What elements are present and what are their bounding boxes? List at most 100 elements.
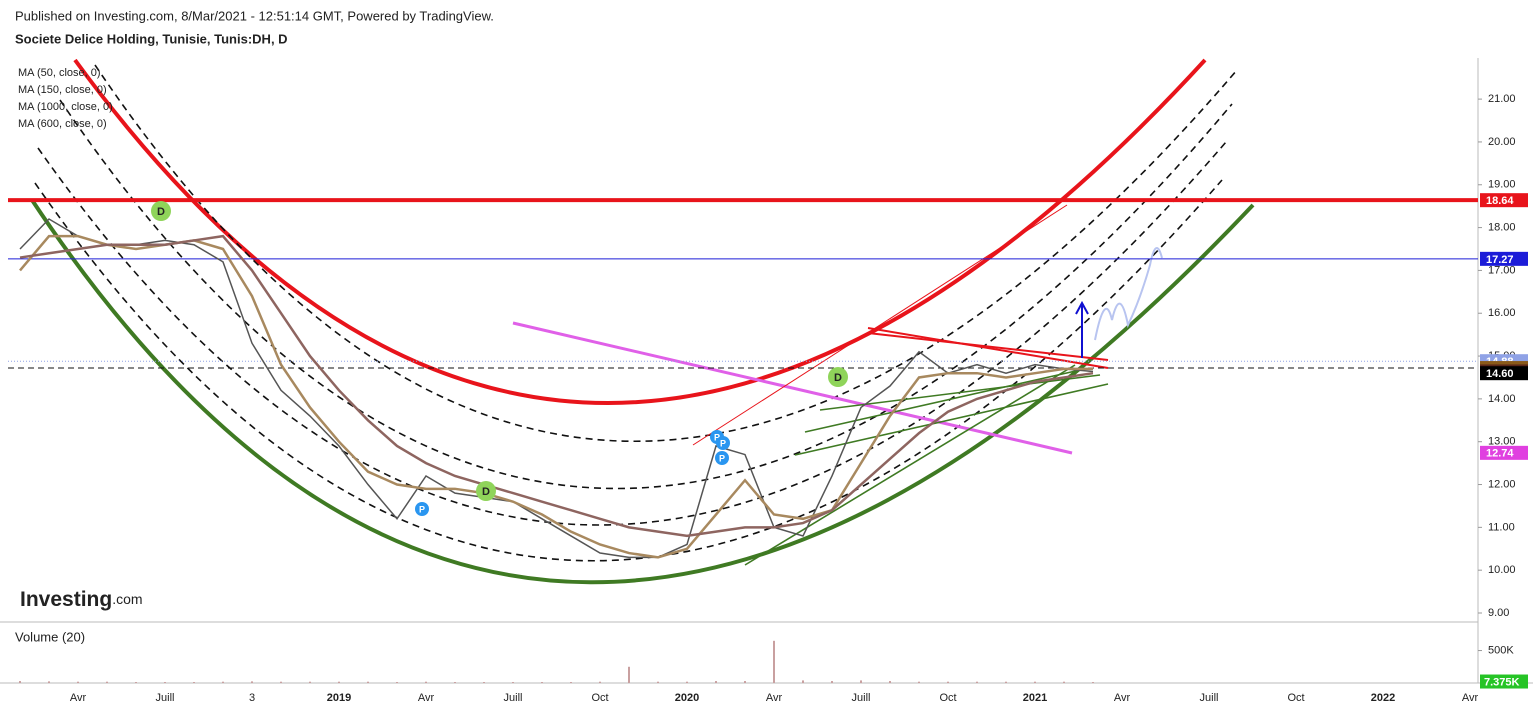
volume-bar: [251, 681, 253, 683]
event-marker-label: D: [482, 486, 490, 498]
volume-bar: [773, 640, 775, 683]
volume-bar: [570, 682, 572, 683]
trend-line: [744, 364, 1076, 566]
trend-line: [819, 374, 1101, 411]
x-tick-label: Avr: [766, 692, 783, 704]
volume-last-box: [1480, 674, 1528, 689]
y-tick-label: 12.00: [1488, 478, 1516, 490]
price-label: 12.74: [1486, 448, 1514, 460]
logo-text: Investing.com: [20, 588, 143, 611]
volume-bar: [1034, 681, 1036, 683]
dashed-arc: [59, 99, 1233, 490]
ma-line: [19, 234, 1094, 538]
event-marker-label: D: [157, 206, 165, 218]
price-label-box: [1480, 445, 1528, 460]
event-marker: [415, 502, 429, 516]
x-tick-label: 2019: [327, 692, 351, 704]
volume-bar: [512, 682, 514, 683]
x-tick-label: Juill: [1200, 692, 1219, 704]
trend-line: [804, 369, 1081, 433]
subtitle: Published on Investing.com, 8/Mar/2021 -…: [15, 8, 494, 23]
volume-bar: [483, 682, 485, 683]
volume-bar: [19, 681, 21, 683]
drawings: [30, 58, 1255, 585]
x-tick-label: Avr: [1114, 692, 1131, 704]
y-tick-label: 13.00: [1488, 436, 1516, 448]
volume-bar: [918, 681, 920, 683]
price-label: 14.60: [1486, 368, 1514, 380]
volume-bar: [744, 681, 746, 683]
volume-bar: [1005, 681, 1007, 683]
volume-bar: [599, 681, 601, 683]
y-tick-label: 21.00: [1488, 93, 1516, 105]
legend-entry: MA (150, close, 0): [18, 84, 107, 96]
x-tick-label: 2021: [1023, 692, 1047, 704]
title: Societe Delice Holding, Tunisie, Tunis:D…: [15, 31, 288, 46]
trend-line: [867, 332, 1109, 361]
legend-entry: MA (50, close, 0): [18, 67, 101, 79]
brand: Investing: [20, 588, 112, 611]
price-line-series: [19, 218, 1094, 559]
volume-bar: [338, 681, 340, 683]
volume-bar: [309, 681, 311, 683]
trend-line: [867, 327, 1109, 369]
sketch: [1094, 247, 1163, 341]
volume-bar: [976, 681, 978, 683]
trend-line: [512, 321, 1073, 455]
legend-entry: MA (600, close, 0): [18, 118, 107, 130]
event-marker: [151, 201, 171, 221]
volume-bar: [860, 680, 862, 683]
volume-bar: [831, 681, 833, 683]
y-tick-label: 11.00: [1488, 521, 1515, 533]
volume-bar: [48, 681, 50, 683]
volume-bar: [106, 681, 108, 683]
event-marker-label: P: [720, 438, 726, 448]
event-marker-label: P: [719, 453, 725, 463]
event-marker: [828, 367, 848, 387]
x-tick-label: 2020: [675, 692, 699, 704]
event-marker: [716, 436, 730, 450]
y-tick-label: 9.00: [1488, 607, 1509, 619]
legend-entry: MA (1000, close, 0): [18, 101, 113, 113]
event-marker: [715, 451, 729, 465]
volume-bar: [193, 682, 195, 683]
dashed-arc: [37, 141, 1227, 526]
y-tick-label: 500K: [1488, 644, 1514, 656]
price-label: 18.64: [1486, 195, 1514, 207]
volume-bar: [541, 682, 543, 683]
arc-drawing: [73, 58, 1207, 405]
y-tick-label: 16.00: [1488, 307, 1516, 319]
dashed-arc: [94, 64, 1238, 442]
y-tick-label: 18.00: [1488, 221, 1516, 233]
x-tick-label: Oct: [939, 692, 956, 704]
y-tick-label: 19.00: [1488, 179, 1516, 191]
x-tick-label: 2022: [1371, 692, 1395, 704]
trend-line: [794, 383, 1109, 456]
volume-bar: [1063, 681, 1065, 683]
volume-bar: [657, 681, 659, 683]
price-label-box: [1480, 251, 1528, 266]
volume-bar: [280, 681, 282, 683]
x-tick-label: Avr: [70, 692, 87, 704]
event-marker-label: D: [834, 372, 842, 384]
price-label-box: [1480, 193, 1528, 208]
volume-bar: [1092, 682, 1094, 683]
price-label-box: [1480, 366, 1528, 381]
price-label: 17.27: [1486, 254, 1514, 266]
y-tick-label: 20.00: [1488, 136, 1516, 148]
volume-bar: [135, 682, 137, 683]
volume-last-label: 7.375K: [1484, 676, 1520, 688]
volume-bar: [77, 681, 79, 683]
volume-label: Volume (20): [15, 629, 85, 644]
logo: Investing.com: [20, 588, 143, 611]
event-marker: [476, 481, 496, 501]
x-tick-label: 3: [249, 692, 255, 704]
x-tick-label: Oct: [591, 692, 608, 704]
volume-bar: [222, 681, 224, 683]
volume-bar: [889, 681, 891, 683]
trend-line: [692, 204, 1068, 446]
volume-bar: [367, 681, 369, 683]
x-tick-label: Juill: [156, 692, 175, 704]
volume-bar: [454, 682, 456, 683]
